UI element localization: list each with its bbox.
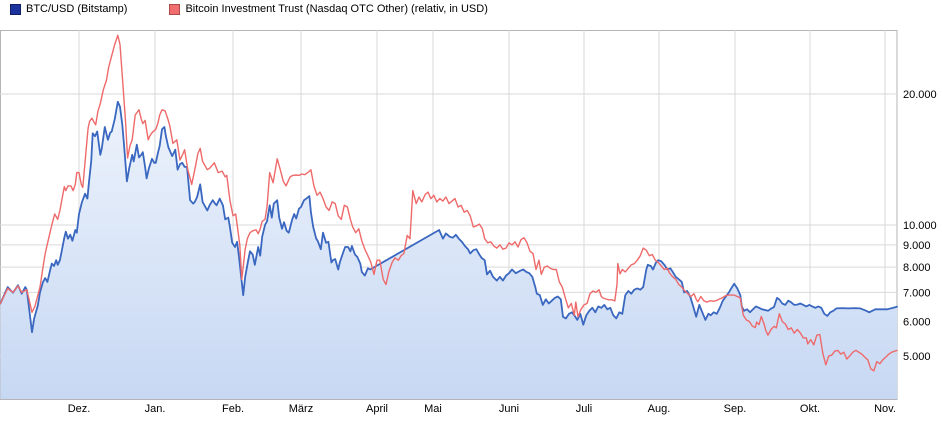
y-tick-label: 20.000: [903, 89, 937, 101]
y-tick-label: 6.000: [903, 317, 931, 329]
x-tick-label: Jan.: [145, 403, 166, 415]
legend-item-trust: Bitcoin Investment Trust (Nasdaq OTC Oth…: [169, 3, 488, 15]
chart-legend: BTC/USD (Bitstamp) Bitcoin Investment Tr…: [10, 3, 530, 15]
x-tick-label: Juli: [576, 403, 593, 415]
btc-series-line: [0, 100, 898, 334]
x-tick-label: Aug.: [648, 403, 671, 415]
plot-border: [0, 30, 898, 400]
x-tick-label: Feb.: [222, 403, 244, 415]
x-tick-label: Dez.: [68, 403, 91, 415]
x-tick-label: März: [289, 403, 313, 415]
x-tick-label: Mai: [424, 403, 442, 415]
y-tick-label: 5.000: [903, 351, 931, 363]
y-tick-label: 8.000: [903, 262, 931, 274]
trust-series-line: [0, 34, 898, 372]
x-tick-label: Nov.: [874, 403, 896, 415]
x-tick-label: Okt.: [800, 403, 820, 415]
y-tick-label: 10.000: [903, 220, 937, 232]
y-tick-label: 7.000: [903, 287, 931, 299]
trust-series-label: Bitcoin Investment Trust (Nasdaq OTC Oth…: [185, 3, 488, 15]
btc-fill-area: [0, 101, 897, 400]
btc-series-label: BTC/USD (Bitstamp): [26, 3, 128, 15]
x-tick-label: Juni: [499, 403, 519, 415]
x-tick-label: Sep.: [724, 403, 747, 415]
trust-series-swatch-icon: [169, 3, 181, 15]
y-tick-label: 9.000: [903, 240, 931, 252]
btc-series-swatch-icon: [10, 3, 21, 15]
x-tick-label: April: [366, 403, 388, 415]
legend-item-btc: BTC/USD (Bitstamp): [10, 3, 127, 15]
